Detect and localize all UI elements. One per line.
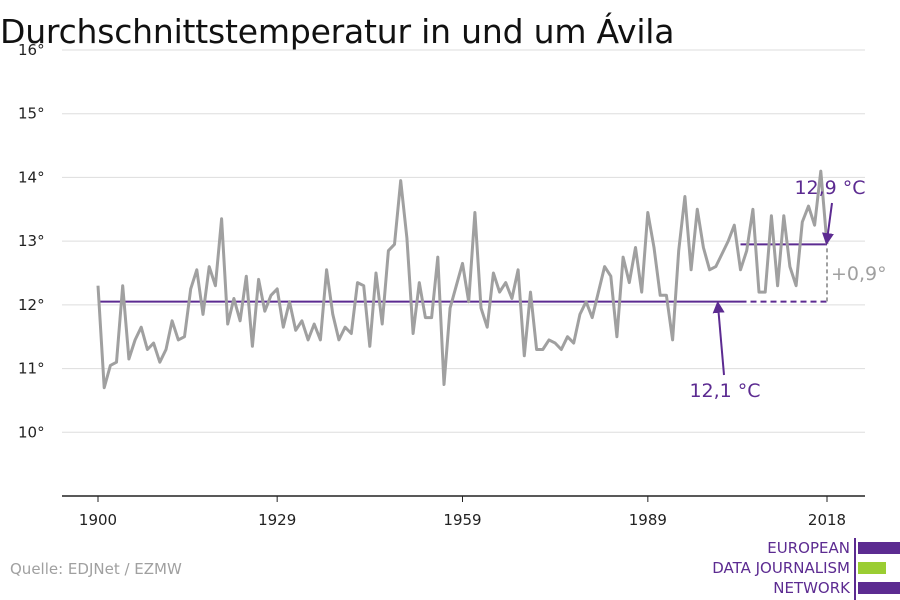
x-tick-label: 1959: [443, 511, 481, 529]
logo-text-european: EUROPEAN: [767, 539, 850, 557]
line-chart: 10° 11° 12° 13° 14° 15° 16° 1900 1929 1959 1989 20…: [18, 41, 887, 529]
chart-title: Durchschnittstemperatur in und um Ávila: [0, 12, 675, 51]
difference-label: +0,9°: [831, 263, 887, 285]
source-note: Quelle: EDJNet / EZMW: [10, 560, 182, 578]
y-tick-label: 15°: [18, 105, 45, 123]
y-tick-label: 14°: [18, 168, 45, 186]
logo-bar-purple-top: [858, 542, 900, 554]
label-baseline-mean: 12,1 °C: [689, 380, 760, 402]
gridlines: [62, 49, 865, 433]
temperature-line: [96, 169, 829, 390]
y-tick-label: 12°: [18, 296, 45, 314]
y-tick-label: 16°: [18, 41, 45, 59]
logo-divider: [854, 538, 856, 600]
y-tick-label: 13°: [18, 232, 45, 250]
logo-text-network: NETWORK: [773, 579, 850, 597]
annotations: +0,9° 12,9 °C 12,1 °C: [689, 177, 886, 402]
label-recent-mean: 12,9 °C: [794, 177, 865, 199]
temperature-series: [96, 169, 829, 390]
logo-bar-green: [858, 562, 886, 574]
x-tick-label: 1900: [79, 511, 117, 529]
y-axis-ticks: 10° 11° 12° 13° 14° 15° 16°: [18, 41, 45, 441]
y-tick-label: 10°: [18, 423, 45, 441]
x-tick-label: 1929: [258, 511, 296, 529]
y-tick-label: 11°: [18, 360, 45, 378]
x-tick-label: 1989: [629, 511, 667, 529]
x-axis: 1900 1929 1959 1989 2018: [62, 495, 865, 529]
arrow-recent-mean: [822, 202, 834, 246]
logo-text-data-journalism: DATA JOURNALISM: [712, 559, 850, 577]
arrow-baseline-mean: [712, 300, 725, 376]
logo-bar-purple-bottom: [858, 582, 900, 594]
edjnet-logo: EUROPEAN DATA JOURNALISM NETWORK: [700, 538, 900, 600]
x-tick-label: 2018: [808, 511, 846, 529]
